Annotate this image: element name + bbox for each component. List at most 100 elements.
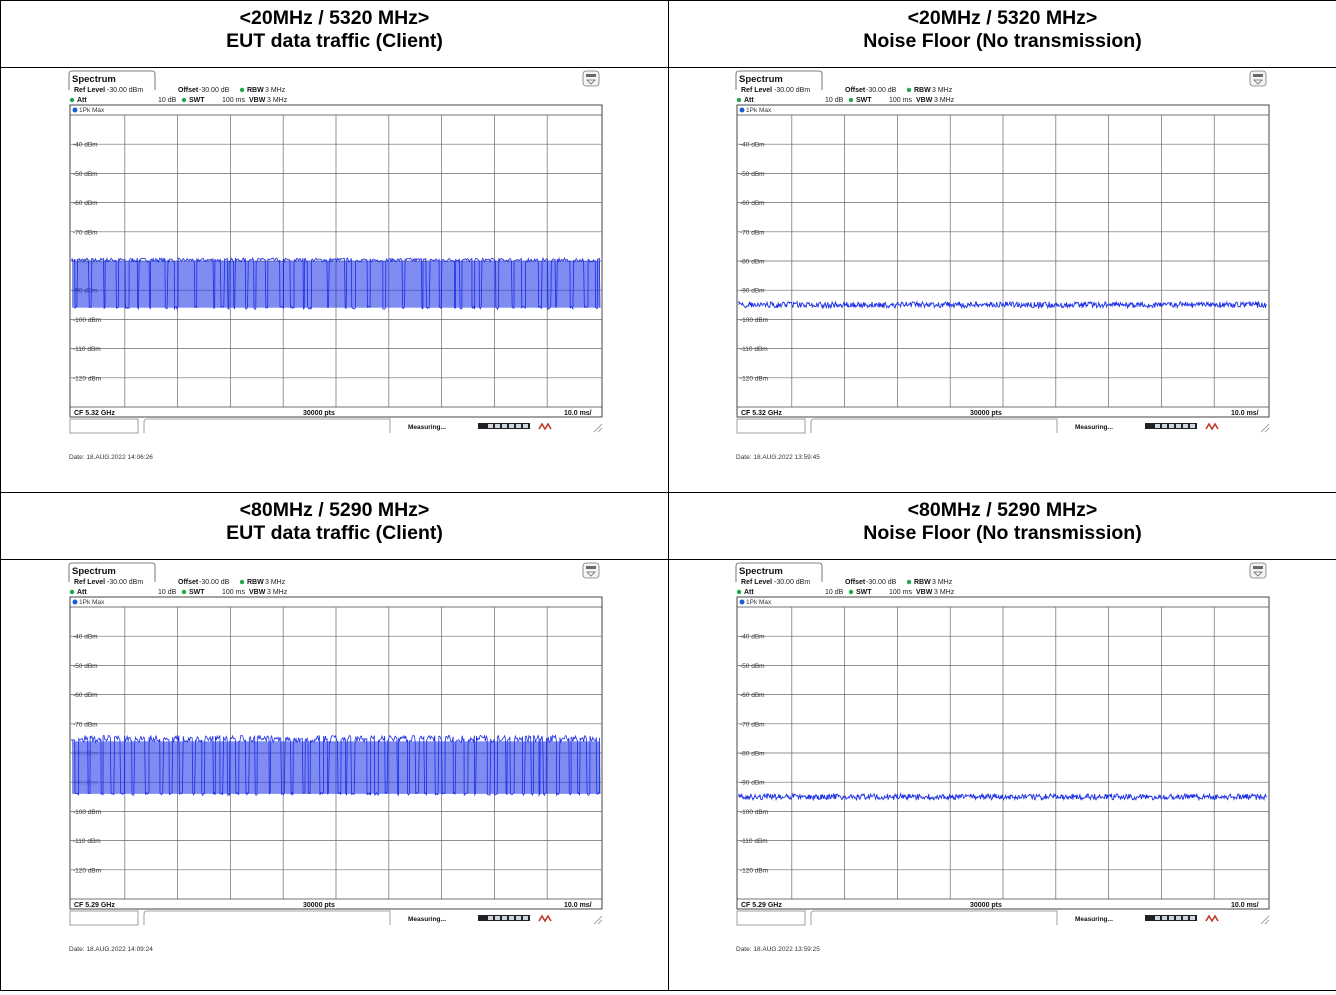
panel-cell-1: Spectrum Ref Level -30.00 dBm Offset -30.00 … — [0, 67, 669, 493]
trace-label: 1Pk Max — [79, 107, 105, 114]
progress-bar-segment — [523, 916, 528, 920]
rbw-dot-icon — [906, 87, 912, 93]
center-frequency: CF 5.32 GHz — [74, 410, 115, 417]
panel-header-2: <20MHz / 5320 MHz> Noise Floor (No trans… — [668, 0, 1336, 68]
y-axis-label: -100 dBm — [73, 317, 101, 324]
panel-title-line2: EUT data traffic (Client) — [226, 522, 443, 544]
menu-icon-bar — [1253, 566, 1263, 569]
spectrum-tab-outline — [68, 562, 156, 582]
y-axis-label: -100 dBm — [73, 809, 101, 816]
y-axis-label: -120 dBm — [740, 867, 768, 874]
vbw-label: VBW — [916, 589, 933, 596]
y-axis-label: -70 dBm — [740, 229, 765, 236]
swt-value: 100 ms — [222, 589, 245, 596]
resize-grip-icon — [593, 915, 603, 925]
progress-bar-segment — [1183, 916, 1188, 920]
rbw-value: 3 MHz — [932, 579, 953, 586]
y-axis-label: -60 dBm — [740, 200, 765, 207]
progress-bar — [478, 423, 530, 429]
y-axis-label: -70 dBm — [73, 229, 98, 236]
y-axis-label: -80 dBm — [740, 751, 765, 758]
y-axis-label: -110 dBm — [73, 346, 101, 353]
status-box-left — [69, 418, 139, 434]
trace-fill — [72, 261, 600, 308]
trace-fill — [72, 741, 600, 794]
y-axis-label: -120 dBm — [740, 375, 768, 382]
progress-bar-segment — [1155, 424, 1160, 428]
att-label: Att — [744, 97, 754, 104]
spectrum-screenshot: Spectrum Ref Level -30.00 dBm Offset -30.00 … — [735, 562, 1275, 982]
vbw-value: 3 MHz — [934, 589, 955, 596]
trace-label: 1Pk Max — [79, 599, 105, 606]
progress-bar-segment — [516, 916, 521, 920]
trace-label: 1Pk Max — [746, 107, 772, 114]
vbw-label: VBW — [916, 97, 933, 104]
status-box-left — [736, 910, 806, 926]
y-axis-label: -90 dBm — [740, 288, 765, 295]
progress-bar-segment — [1183, 424, 1188, 428]
spectrum-screenshot: Spectrum Ref Level -30.00 dBm Offset -30.00 … — [68, 562, 608, 982]
offset-value: -30.00 dB — [866, 579, 897, 586]
spectrum-tab-label: Spectrum — [72, 566, 116, 577]
panel-header-3: <80MHz / 5290 MHz> EUT data traffic (Cli… — [0, 492, 669, 560]
lxi-icon-mark — [1205, 422, 1219, 431]
att-dot-icon — [69, 97, 75, 103]
status-box-mid — [810, 910, 1058, 925]
center-frequency: CF 5.29 GHz — [74, 902, 115, 909]
offset-value: -30.00 dB — [199, 579, 230, 586]
menu-icon-arrow — [1253, 571, 1263, 577]
menu-icon — [582, 70, 600, 87]
ref-level-value: -30.00 dBm — [774, 579, 810, 586]
y-axis-label: -90 dBm — [740, 780, 765, 787]
y-axis-label: -60 dBm — [73, 692, 98, 699]
panel-header-1: <20MHz / 5320 MHz> EUT data traffic (Cli… — [0, 0, 669, 68]
progress-bar-segment — [1169, 916, 1174, 920]
rbw-label: RBW — [247, 87, 264, 94]
vbw-value: 3 MHz — [934, 97, 955, 104]
capture-date: Date: 18.AUG.2022 13:59:45 — [736, 454, 820, 461]
lxi-icon — [538, 914, 552, 923]
y-axis-label: -40 dBm — [73, 142, 98, 149]
att-label: Att — [77, 97, 87, 104]
offset-label: Offset — [845, 579, 866, 586]
vbw-value: 3 MHz — [267, 97, 288, 104]
spectrum-display: Spectrum Ref Level -30.00 dBm Offset -30.00 … — [68, 562, 603, 953]
spectrum-screenshot: Spectrum Ref Level -30.00 dBm Offset -30.00 … — [68, 70, 608, 490]
menu-icon — [1249, 562, 1267, 579]
measuring-status: Measuring... — [1075, 424, 1113, 431]
spectrum-tab-label: Spectrum — [739, 566, 783, 577]
panel-title-line1: <20MHz / 5320 MHz> — [907, 7, 1098, 29]
trace-dot-icon — [739, 599, 745, 605]
y-axis-label: -50 dBm — [73, 171, 98, 178]
status-box-left — [69, 910, 139, 926]
lxi-icon-mark — [1205, 914, 1219, 923]
trace-line — [738, 792, 1268, 802]
status-box-mid — [810, 418, 1058, 433]
panel-title-line2: Noise Floor (No transmission) — [863, 522, 1142, 544]
menu-icon-arrow — [1253, 79, 1263, 85]
offset-label: Offset — [178, 579, 199, 586]
spectrum-display: Spectrum Ref Level -30.00 dBm Offset -30.00 … — [735, 70, 1270, 461]
spectrum-display: Spectrum Ref Level -30.00 dBm Offset -30.00 … — [68, 70, 603, 461]
vbw-label: VBW — [249, 97, 266, 104]
y-axis-label: -70 dBm — [740, 721, 765, 728]
rbw-label: RBW — [247, 579, 264, 586]
att-label: Att — [77, 589, 87, 596]
rbw-value: 3 MHz — [265, 87, 286, 94]
att-dot-icon — [736, 97, 742, 103]
spectrum-display: Spectrum Ref Level -30.00 dBm Offset -30.00 … — [735, 562, 1270, 953]
swt-label: SWT — [856, 97, 872, 104]
resize-grip-icon — [1260, 423, 1270, 433]
time-division: 10.0 ms/ — [564, 410, 592, 417]
status-box-mid — [143, 418, 391, 433]
panel-title-line1: <20MHz / 5320 MHz> — [239, 7, 430, 29]
trace-dot-icon — [739, 107, 745, 113]
offset-label: Offset — [845, 87, 866, 94]
progress-bar-segment — [1190, 916, 1195, 920]
swt-dot-icon — [181, 97, 187, 103]
menu-icon-arrow — [586, 571, 596, 577]
panel-title-line2: EUT data traffic (Client) — [226, 30, 443, 52]
rbw-label: RBW — [914, 579, 931, 586]
offset-label: Offset — [178, 87, 199, 94]
spectrum-tab-label: Spectrum — [739, 74, 783, 85]
